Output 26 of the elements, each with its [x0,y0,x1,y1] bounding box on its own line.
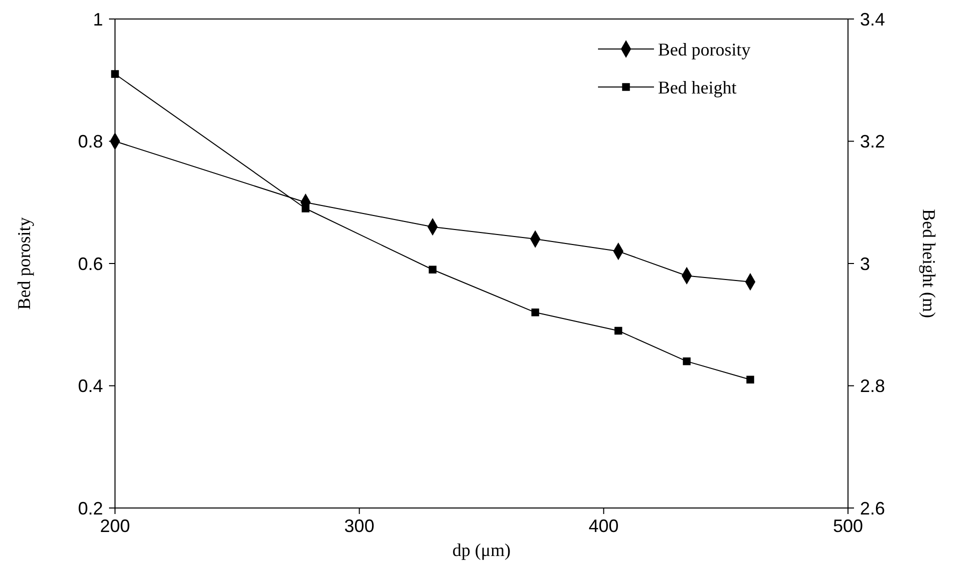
x-tick-label: 400 [588,516,619,536]
y2-axis-title: Bed height (m) [919,209,939,318]
x-tick-label: 300 [344,516,374,536]
y-tick-label: 0.4 [78,376,103,396]
x-tick-label: 200 [100,516,130,536]
legend-label: Bed height [658,77,736,98]
point [682,357,691,366]
y-tick-label: 0.2 [78,498,103,518]
point [614,326,622,335]
point [531,308,540,316]
y2-tick-label: 3.2 [860,132,886,152]
y2-tick-label: 3.4 [860,9,886,30]
y2-tick-label: 2.6 [860,498,886,518]
y2-tick-label: 2.8 [860,376,886,396]
y-tick-label: 1 [92,9,103,30]
point [302,204,310,212]
point [111,70,119,78]
y-tick-label: 0.8 [78,132,103,152]
legend-label: Bed porosity [658,39,750,60]
y2-tick-label: 3 [860,254,870,274]
y-tick-label: 0.6 [78,254,103,274]
y-axis-title: Bed porosity [14,217,34,310]
x-axis-title: dp (μm) [452,540,511,560]
x-tick-label: 500 [832,516,864,536]
point [746,376,754,384]
point [428,266,437,274]
